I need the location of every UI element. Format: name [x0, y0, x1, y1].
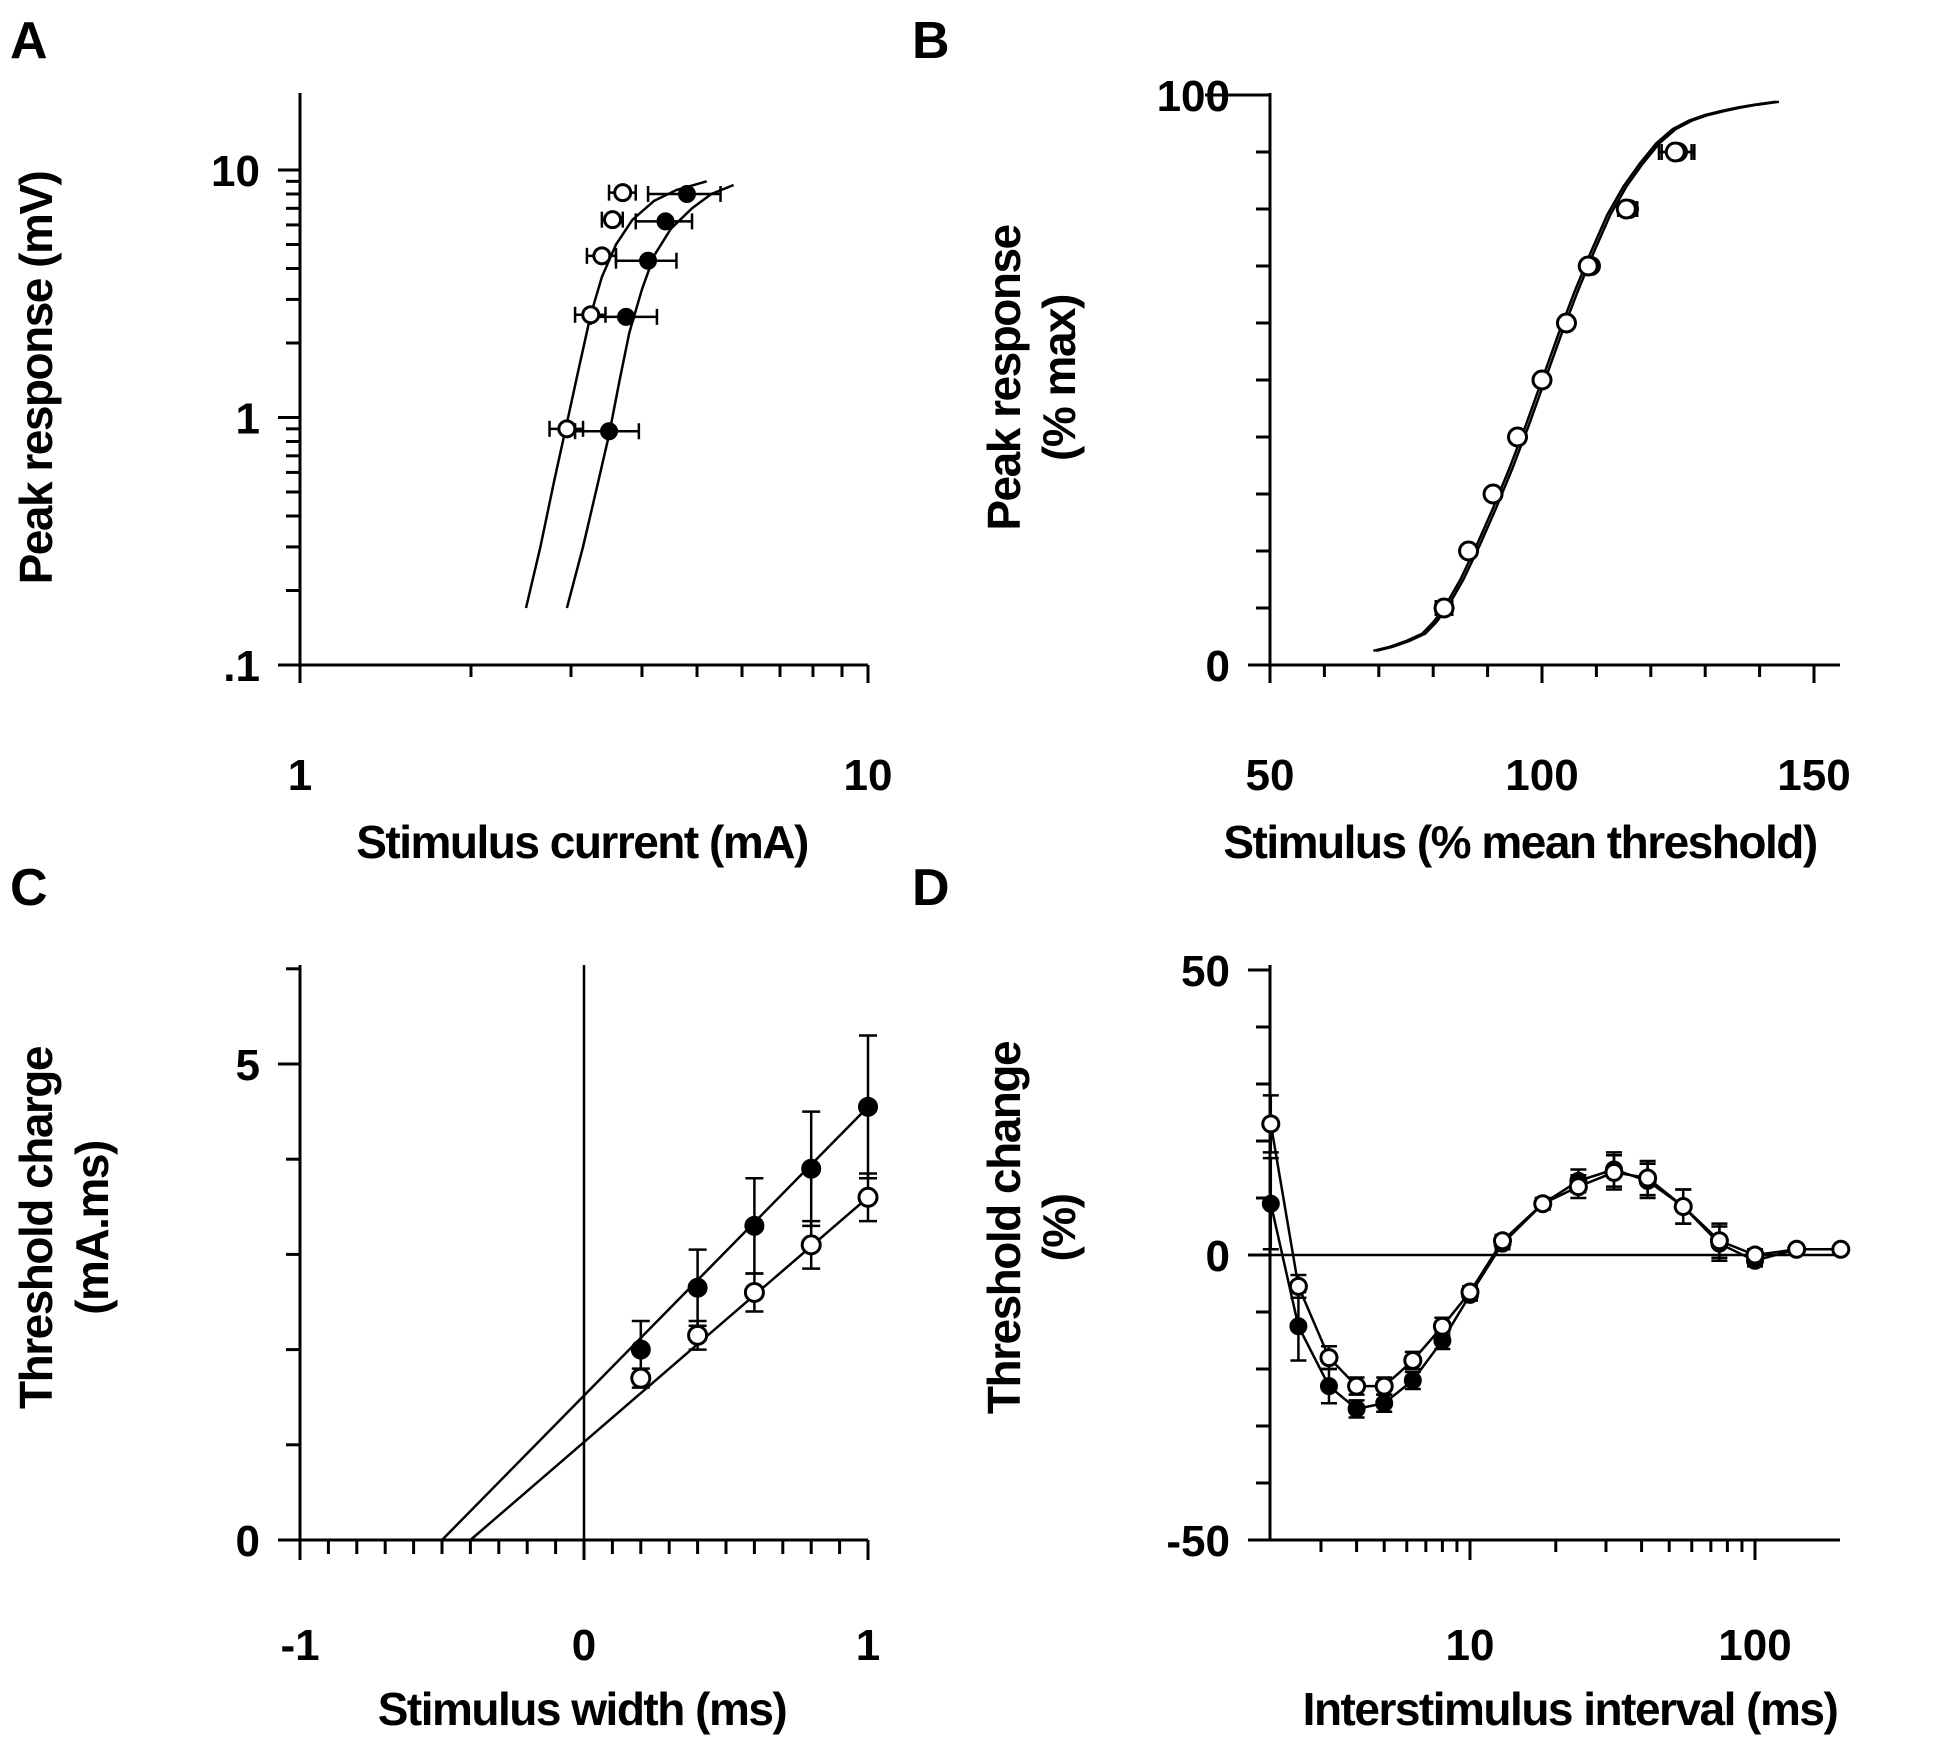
panel-d-point-filled	[1403, 1371, 1422, 1390]
panel-c-y-tick-label: 0	[236, 1517, 260, 1566]
panel-c-point-open	[800, 1234, 822, 1256]
panel-label-a: A	[10, 12, 48, 70]
panel-c-y-tick-label: 5	[236, 1041, 260, 1090]
panel-d-point-open	[1347, 1376, 1367, 1396]
panel-a-point-filled	[600, 422, 619, 441]
panel-d-chart: 10 100 -50 0 50	[1166, 947, 1851, 1670]
panel-c-xlabel: Stimulus width (ms)	[378, 1683, 787, 1735]
panel-d-point-open	[1745, 1245, 1765, 1265]
panel-d-ylabel-line1: Threshold change	[978, 1041, 1030, 1414]
panel-a-point-filled	[617, 307, 636, 326]
panel-c-x-tick-label: -1	[280, 1621, 319, 1670]
panel-a-y-tick-label: .1	[223, 642, 260, 691]
panel-d-point-open	[1374, 1376, 1394, 1396]
panel-b-x-tick-label: 150	[1777, 751, 1850, 800]
panel-d-x-tick-label: 10	[1446, 1621, 1495, 1670]
panel-b-point-open	[1664, 141, 1686, 163]
panel-d-xlabel: Interstimulus interval (ms)	[1303, 1683, 1838, 1735]
panel-c-point-filled	[630, 1339, 651, 1360]
panel-a-point-open	[557, 419, 577, 439]
panel-d-point-open	[1638, 1168, 1658, 1188]
panel-d-point-open	[1533, 1194, 1553, 1214]
panel-b-point-open	[1577, 255, 1599, 277]
panel-b-ylabel-line2: (% max)	[1033, 295, 1085, 461]
panel-b-fit-curve-2	[1376, 100, 1780, 653]
panel-a-point-open	[603, 210, 623, 230]
panel-d-point-open	[1604, 1162, 1624, 1182]
panel-b-chart: 50 100 150 0 100	[1157, 72, 1851, 800]
panel-b-x-tick-label: 50	[1246, 751, 1295, 800]
panel-a-x-tick-label: 10	[844, 751, 893, 800]
panel-a-point-open	[592, 246, 612, 266]
panel-a-point-filled	[656, 212, 675, 231]
panel-c-fit-line-filled	[441, 1105, 869, 1541]
panel-c-x-tick-label: 1	[856, 1621, 880, 1670]
panel-d-point-open	[1460, 1282, 1480, 1302]
panel-a-xlabel: Stimulus current (mA)	[356, 816, 808, 868]
panel-label-b: B	[912, 12, 950, 70]
panel-a-point-open	[581, 305, 601, 325]
panel-d-point-open	[1492, 1231, 1512, 1251]
panel-a-fit-curve-open	[524, 180, 708, 609]
panel-b-point-open	[1555, 312, 1577, 334]
panel-a-ylabel: Peak response (mV)	[10, 171, 62, 584]
panel-c-point-filled	[801, 1158, 822, 1179]
panel-d-point-open	[1319, 1348, 1339, 1368]
panel-c-ylabel-line1: Threshold charge	[10, 1046, 62, 1409]
panel-d-y-tick-label: -50	[1166, 1517, 1230, 1566]
panel-d-point-open	[1261, 1114, 1281, 1134]
panel-a-point-filled	[639, 251, 658, 270]
panel-b-ylabel-line1: Peak response	[978, 224, 1030, 530]
panel-d-y-tick-label: 50	[1181, 947, 1230, 996]
panel-c-point-filled	[744, 1215, 765, 1236]
panel-b-xlabel: Stimulus (% mean threshold)	[1223, 816, 1817, 868]
panel-b-fit-curve	[1373, 100, 1777, 653]
panel-b-x-tick-label: 100	[1505, 751, 1578, 800]
panel-b-y-tick-label: 100	[1157, 72, 1230, 121]
panel-d-point-open	[1432, 1316, 1452, 1336]
panel-c-x-tick-label: 0	[572, 1621, 596, 1670]
panel-d-point-filled	[1319, 1377, 1338, 1396]
panel-d-point-open	[1568, 1177, 1588, 1197]
panel-c-ylabel-line2: (mA.ms)	[66, 1141, 118, 1315]
panel-d-point-open	[1403, 1350, 1423, 1370]
panel-d-point-filled	[1261, 1194, 1280, 1213]
panel-d-ylabel-line2: (%)	[1033, 1194, 1085, 1261]
panel-d-point-filled	[1347, 1399, 1366, 1418]
panel-a-x-tick-label: 1	[288, 751, 312, 800]
panel-d-y-tick-label: 0	[1206, 1232, 1230, 1281]
panel-d-point-filled	[1375, 1394, 1394, 1413]
panel-d-point-open	[1673, 1197, 1693, 1217]
panel-b-y-tick-label: 0	[1206, 642, 1230, 691]
panel-c-point-filled	[687, 1277, 708, 1298]
panel-a-fit-curve-filled	[565, 183, 735, 609]
panel-b-point-open	[1482, 483, 1504, 505]
panel-b-point-open	[1507, 426, 1529, 448]
panel-b-point-open	[1458, 540, 1480, 562]
panel-d-x-tick-label: 100	[1718, 1621, 1791, 1670]
panel-label-d: D	[912, 859, 950, 917]
panel-c-point-open	[630, 1367, 652, 1389]
panel-d-point-open	[1709, 1231, 1729, 1251]
panel-label-c: C	[10, 859, 48, 917]
panel-b-point-open	[1615, 198, 1637, 220]
panel-a-point-open	[613, 183, 633, 203]
panel-a-chart: 1 10 .1 1 10	[211, 93, 892, 800]
panel-d-point-filled	[1289, 1317, 1308, 1336]
panel-c-point-open	[687, 1324, 709, 1346]
panel-d-point-open	[1787, 1239, 1807, 1259]
panel-b-point-open	[1433, 597, 1455, 619]
panel-c-point-open	[857, 1186, 879, 1208]
panel-b-point-open	[1531, 369, 1553, 391]
panel-c-point-filled	[858, 1096, 878, 1117]
panel-a-y-tick-label: 10	[211, 147, 260, 196]
panel-d-point-open	[1831, 1239, 1851, 1259]
panel-a-y-tick-label: 1	[236, 395, 260, 444]
panel-d-point-open	[1288, 1276, 1308, 1296]
panel-c-point-open	[743, 1281, 765, 1303]
panel-c-chart: -1 0 1 0 5	[236, 965, 880, 1670]
panel-d-series-line-filled	[1269, 1168, 1841, 1411]
panel-c-fit-line-open	[469, 1196, 869, 1541]
